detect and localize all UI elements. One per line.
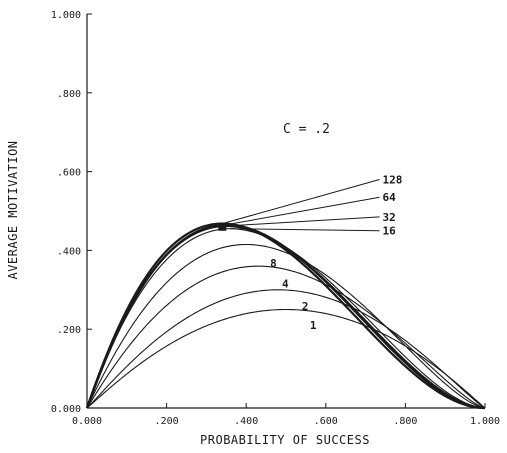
series-leader-16 [230, 228, 380, 232]
series-curve-1 [86, 308, 486, 409]
series-curve-2 [86, 289, 486, 409]
x-tick-label: .400 [234, 416, 258, 427]
x-axis-title: PROBABILITY OF SUCCESS [200, 433, 370, 447]
series-label-32: 32 [383, 211, 396, 224]
curve-knot-marker [218, 222, 227, 231]
x-tick-label: .800 [393, 416, 417, 427]
y-tick-label: .800 [57, 89, 81, 100]
series-curve-128 [85, 222, 486, 410]
series-label-128: 128 [383, 173, 403, 186]
x-tick-label: 1.000 [470, 416, 500, 427]
x-tick-label: 0.000 [72, 416, 102, 427]
series-leader-64 [226, 196, 380, 226]
axes: 0.000 .200 .400 .600 .800 1.000 0.000 .200 .400.… [51, 10, 500, 427]
y-tick-label: .200 [57, 325, 81, 336]
series-label-8: 8 [270, 257, 277, 270]
series-label-1: 1 [310, 319, 317, 332]
series-label-64: 64 [383, 191, 397, 204]
y-tick-label: 1.000 [51, 10, 81, 21]
series-curve-4 [86, 265, 486, 409]
y-axis-title: AVERAGE MOTIVATION [6, 140, 20, 279]
curves [85, 178, 486, 410]
y-tick-label: .400 [57, 246, 81, 257]
y-tick-label: 0.000 [51, 404, 81, 415]
series-label-4: 4 [282, 278, 289, 291]
series-curve-8 [86, 243, 486, 409]
series-leader-32 [226, 216, 380, 227]
x-tick-label: .200 [155, 416, 179, 427]
x-tick-label: .600 [314, 416, 338, 427]
series-leader-128 [222, 178, 380, 225]
chart-annotation: C = .2 [283, 122, 330, 137]
series-label-2: 2 [302, 300, 309, 313]
y-tick-label: .600 [57, 168, 81, 179]
series-label-16: 16 [383, 225, 397, 238]
series-curve-64 [85, 223, 486, 410]
